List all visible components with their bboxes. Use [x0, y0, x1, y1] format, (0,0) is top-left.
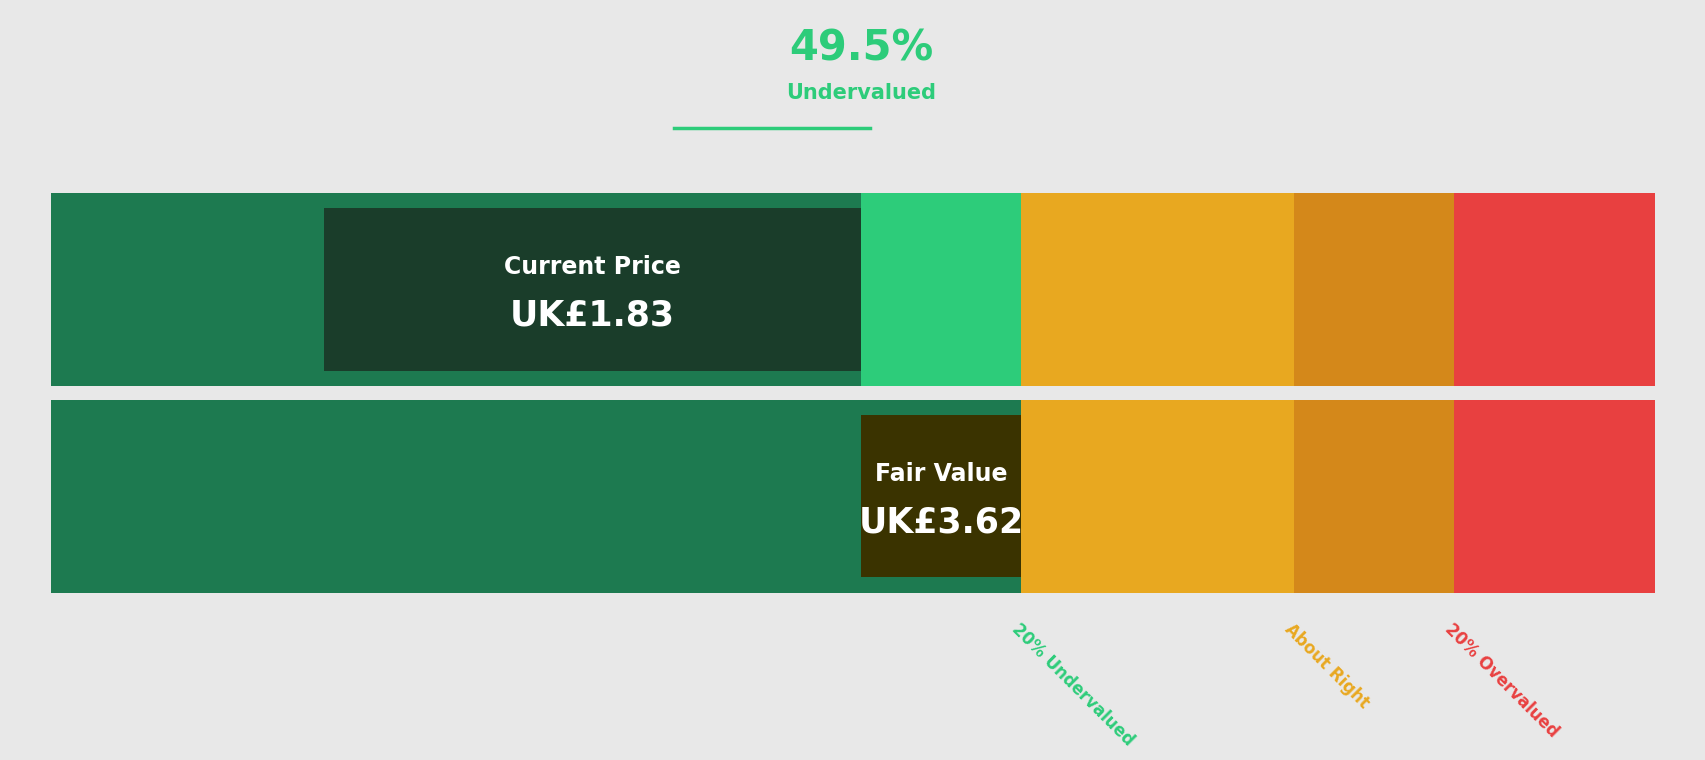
- Text: 49.5%: 49.5%: [788, 27, 933, 69]
- Bar: [51, 400, 1021, 593]
- Bar: [1453, 193, 1654, 386]
- Bar: [1292, 400, 1453, 593]
- Text: Fair Value: Fair Value: [875, 462, 1008, 486]
- Bar: [1021, 400, 1292, 593]
- Bar: [1453, 400, 1654, 593]
- Text: UK£1.83: UK£1.83: [510, 299, 675, 333]
- Bar: [1021, 193, 1292, 386]
- Text: Undervalued: Undervalued: [786, 83, 936, 103]
- Bar: [324, 208, 861, 371]
- Text: 20% Overvalued: 20% Overvalued: [1441, 620, 1562, 741]
- Bar: [51, 193, 861, 386]
- Bar: [861, 415, 1021, 578]
- Text: UK£3.62: UK£3.62: [858, 505, 1023, 540]
- Text: Current Price: Current Price: [503, 255, 680, 280]
- Bar: [1292, 193, 1453, 386]
- Bar: [861, 193, 1021, 386]
- Text: About Right: About Right: [1280, 620, 1373, 712]
- Text: 20% Undervalued: 20% Undervalued: [1008, 620, 1137, 749]
